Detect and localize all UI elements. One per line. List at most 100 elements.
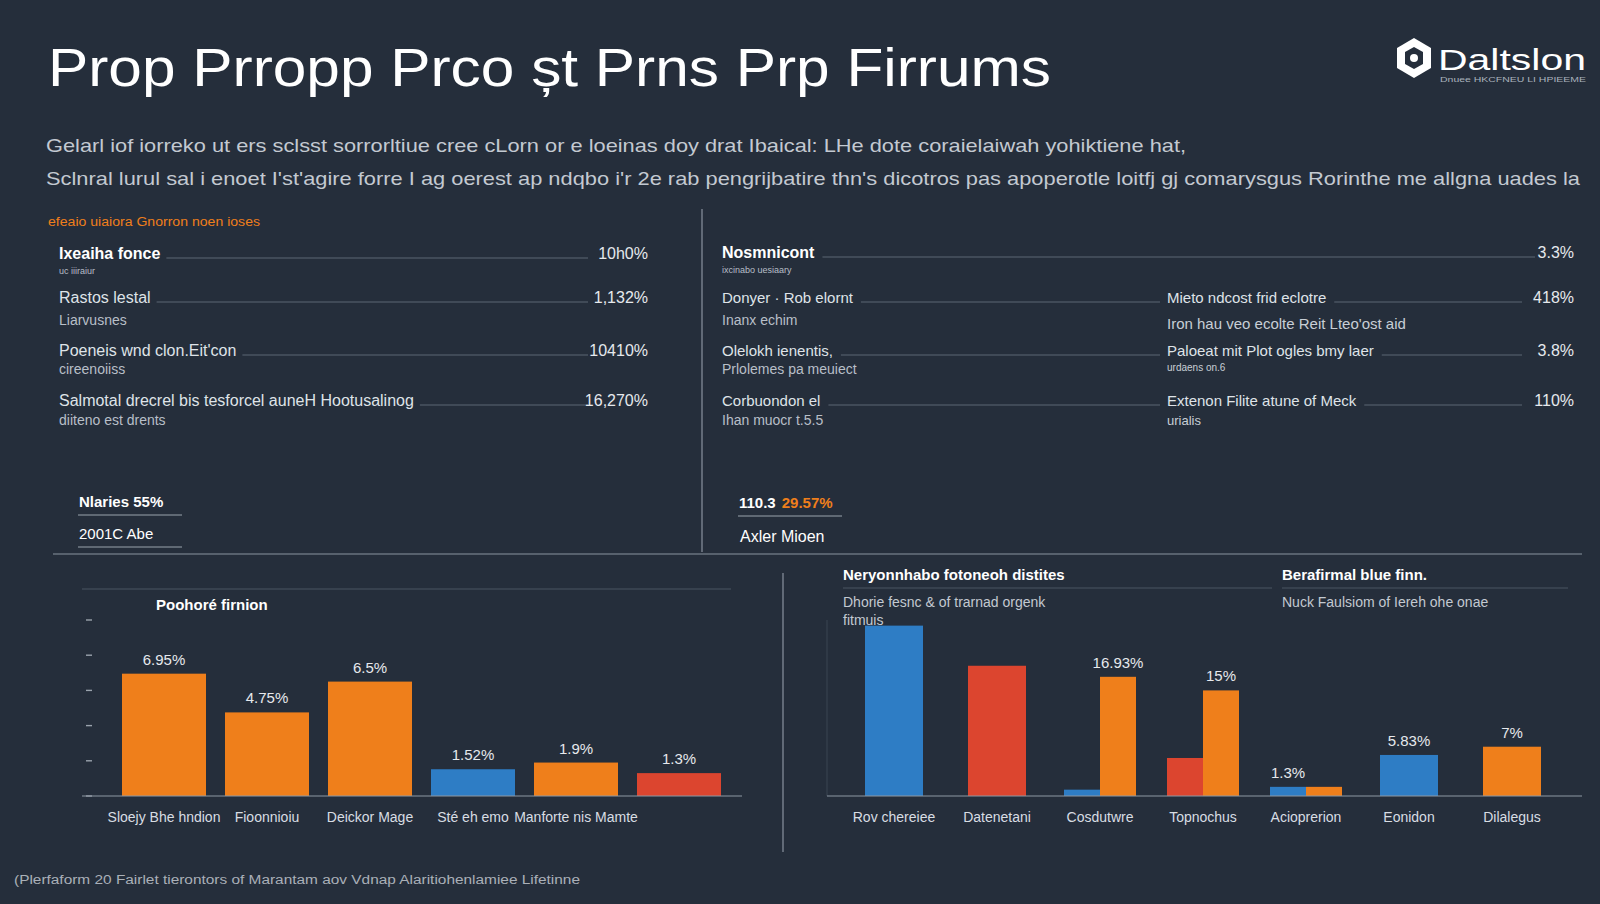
category-label: Acioprerion (1271, 809, 1342, 825)
logo-tagline: Dnuee HKCFNEU LI HPIEEME (1440, 76, 1586, 83)
row-label: Nosmnicont (722, 244, 815, 261)
row-sublabel: Prlolemes pa meuiect (722, 361, 857, 377)
data-label: 6.5% (353, 659, 387, 676)
panel-footer: 2001C Abe (79, 525, 153, 542)
row-rule (157, 302, 588, 303)
row-value: 3.3% (1538, 244, 1574, 261)
bar (1100, 677, 1136, 796)
bar (1483, 747, 1541, 796)
row-sublabel: cireenoiiss (59, 361, 125, 377)
chart-top-rule (82, 589, 731, 590)
bar (122, 674, 206, 796)
panel-footer: Axler Mioen (740, 528, 824, 545)
header: Prop Prropp Prco șt Prns Prp Firrums Dalt… (46, 37, 1586, 189)
row-value: 10h0% (598, 245, 648, 262)
footnote: (Plerfaform 20 Fairlet tierontors of Mar… (14, 873, 580, 887)
footer-rule (78, 547, 182, 548)
row-rule (841, 355, 1160, 356)
data-label: 15% (1206, 667, 1236, 684)
data-label: 16.93% (1093, 654, 1144, 671)
logo-hex-inner (1405, 47, 1423, 69)
logo-icon (1397, 38, 1431, 78)
logo-hex (1397, 38, 1431, 78)
divider-vertical (701, 209, 702, 552)
chart-right: Neryonnhabo fotoneoh distitesDhorie fesn… (827, 566, 1582, 825)
row-sublabel: diiteno est drents (59, 412, 166, 428)
bar (1270, 787, 1306, 796)
logo-dot (1410, 54, 1418, 62)
data-label: 7% (1501, 724, 1523, 741)
y-axis (827, 620, 828, 796)
data-label: 1.3% (1271, 764, 1305, 781)
row-value: 10410% (589, 342, 648, 359)
subtitle: Gelarl iof iorreko ut ers sclsst sorrorl… (46, 135, 1186, 156)
row-sublabel: Inanx echim (722, 312, 797, 328)
row-value: 1,132% (594, 289, 648, 306)
data-label: 1.3% (662, 750, 696, 767)
tick-mark (86, 655, 92, 656)
row-label: Olelokh ienentis, (722, 342, 833, 359)
divider-horizontal (53, 553, 1582, 554)
footer-rule (738, 516, 842, 517)
background (0, 0, 1600, 904)
chart-title: Neryonnhabo fotoneoh distites (843, 566, 1065, 583)
chart-title: Poohoré firnion (156, 596, 268, 613)
bars (122, 674, 721, 796)
category-label: Rov chereiee (853, 809, 936, 825)
row-label: Mieto ndcost frid eclotre (1167, 289, 1326, 306)
row-rule (828, 405, 1160, 406)
row-label: Salmotal drecrel bis tesforcel auneH Hoo… (59, 392, 414, 409)
row-label: Extenon Filite atune of Meck (1167, 392, 1357, 409)
bar (328, 682, 412, 796)
row-sublabel: urialis (1167, 413, 1201, 428)
logo-text: Daltslon (1438, 43, 1586, 76)
category-label: Topnochus (1169, 809, 1237, 825)
tick-mark (86, 760, 92, 761)
tick-mark (86, 619, 92, 620)
tick-mark (86, 725, 92, 726)
panel-footer: 110.3 (739, 494, 776, 511)
row-rule (242, 355, 588, 356)
row-value: 110% (1534, 392, 1574, 409)
row-sublabel: Ihan muocr t.5.5 (722, 412, 823, 428)
bars (865, 626, 1541, 796)
row-sublabel: ixcinabo uesiaary (722, 265, 792, 275)
row-rule (822, 257, 1535, 258)
row-rule (420, 405, 588, 406)
bar (1203, 690, 1239, 796)
subtitle: Sclnral lurul sal i enoet I'st'agire for… (46, 168, 1580, 189)
x-axis (82, 795, 742, 796)
row-label: Rastos lestal (59, 289, 151, 306)
category-label: Cosdutwre (1067, 809, 1134, 825)
chart-title-rule (843, 588, 1272, 589)
row-sublabel: uc iiiraiur (59, 266, 95, 276)
row-sublabel: Liarvusnes (59, 312, 127, 328)
bar (637, 773, 721, 796)
panel-heading: efeaio uiaiora Gnorron noen ioses (48, 215, 260, 229)
row-label: Ixeaiha fonce (59, 245, 160, 262)
title: Prop Prropp Prco șt Prns Prp Firrums (48, 37, 1051, 97)
category-label: Manforte nis Mamte (514, 809, 638, 825)
row-rule (1364, 405, 1522, 406)
bar (225, 712, 309, 796)
row-value: 16,270% (585, 392, 648, 409)
category-label: Eonidon (1383, 809, 1434, 825)
category-label: Fioonnioiu (235, 809, 300, 825)
right-panel: Nosmnicont ixcinabo uesiaary 3.3% Donyer · … (722, 244, 1574, 545)
row-rule (166, 258, 588, 259)
tick-mark (86, 690, 92, 691)
bar (1167, 758, 1203, 796)
category-label: Dilalegus (1483, 809, 1541, 825)
row-label: Paloeat mit Plot ogles bmy laer (1167, 342, 1374, 359)
category-label: Sté eh emo (437, 809, 509, 825)
row-label: Donyer · Rob elornt (722, 289, 854, 306)
data-label: 1.9% (559, 740, 593, 757)
bar (1380, 755, 1438, 796)
panel-footer: Nlaries 55% (79, 493, 163, 510)
row-sublabel: Iron hau veo ecolte Reit Lteo'ost aid (1167, 315, 1406, 332)
x-axis (827, 795, 1582, 796)
chart-subtitle: fitmuis (843, 612, 883, 628)
row-value: 418% (1533, 289, 1574, 306)
category-label: Deickor Mage (327, 809, 414, 825)
divider-vertical (782, 573, 783, 852)
